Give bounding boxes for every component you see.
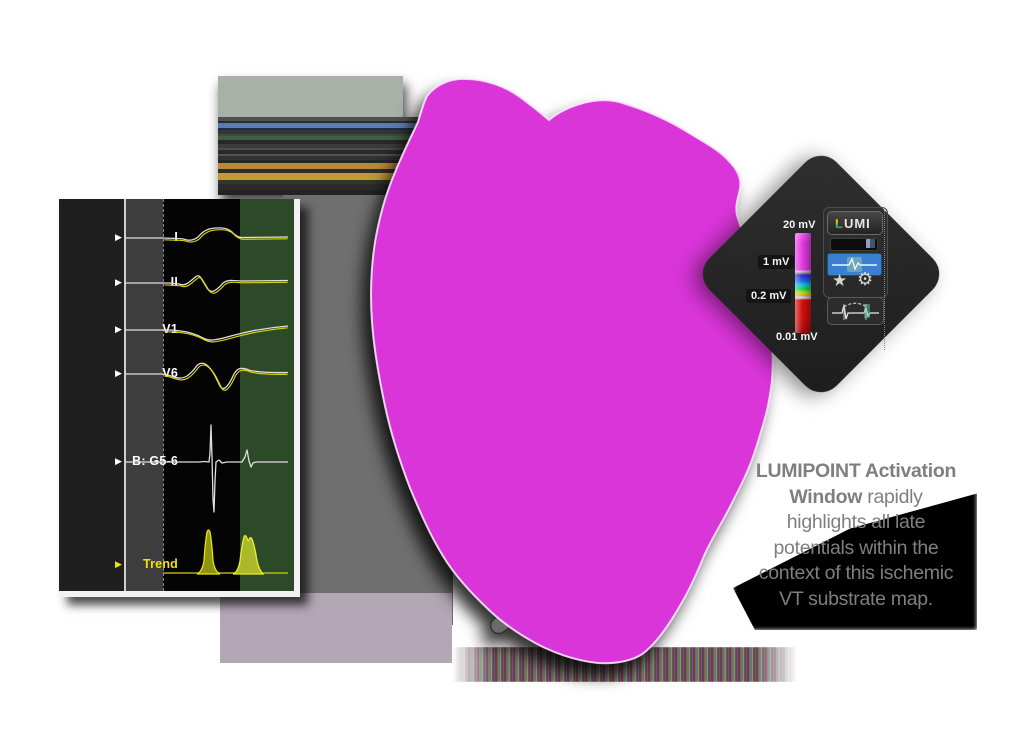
scale-label-0-01mv: 0.01 mV: [776, 331, 818, 343]
activation-waveform-button[interactable]: [827, 253, 882, 276]
mini-window-titlebar: [218, 76, 403, 117]
lead-arrow-icon: ▶: [115, 456, 122, 466]
lead-label-B-G5-6: B: G5-6: [132, 454, 178, 468]
background-lavender-rect: [220, 593, 452, 663]
lead-label-Trend: Trend: [142, 557, 178, 571]
caption-line: LUMIPOINT Activation: [755, 460, 957, 482]
slider-handle[interactable]: [866, 239, 875, 248]
ecg-traces: [125, 227, 289, 575]
activation-window-icon: [832, 302, 879, 320]
lead-arrow-icon: ▶: [115, 559, 122, 569]
lead-arrow-icon: ▶: [115, 368, 122, 378]
scale-label-0-2mv[interactable]: 0.2 mV: [746, 289, 792, 303]
lead-arrow-icon: ▶: [115, 232, 122, 242]
ecg-panel: I II V1 V6 B: G5-6 Trend ▶ ▶ ▶ ▶ ▶ ▶: [59, 199, 300, 597]
lumi-button[interactable]: LUMI: [827, 211, 883, 235]
heart-rim-highlight: [370, 77, 774, 665]
lead-label-I: I: [174, 230, 178, 244]
lumi-logo: LUMI: [835, 216, 871, 231]
gear-icon[interactable]: ⚙: [857, 269, 874, 290]
caption-line: highlights all late: [786, 511, 926, 533]
beat-waveform-icon: [832, 257, 877, 272]
caption-line: Window rapidly: [789, 485, 923, 508]
ecg-activation-window-zone[interactable]: [240, 199, 294, 591]
star-icon[interactable]: ★: [832, 271, 848, 291]
voltage-scale-bar[interactable]: [795, 233, 811, 333]
activation-window-button[interactable]: [827, 297, 884, 325]
caption-line: potentials within the: [773, 536, 939, 559]
svg-text:LUMI: LUMI: [835, 216, 871, 231]
caption-text: LUMIPOINT Activation Window rapidly high…: [728, 459, 984, 612]
lead-arrow-icon: ▶: [115, 277, 122, 287]
scale-label-20mv: 20 mV: [783, 219, 816, 231]
panel-dotted-separator: [884, 210, 885, 350]
threshold-slider[interactable]: [830, 238, 878, 251]
ecg-label-column: [59, 199, 122, 591]
caption-line: context of this ischemic: [758, 562, 954, 584]
lead-label-II: II: [170, 275, 178, 289]
ecg-trace-zone: [163, 199, 241, 591]
ecg-pre-window-zone: [124, 199, 165, 591]
scale-label-1mv[interactable]: 1 mV: [758, 255, 795, 269]
lead-arrow-icon: ▶: [115, 324, 122, 334]
caption-line: VT substrate map.: [779, 587, 933, 610]
lead-label-V1: V1: [162, 322, 178, 336]
